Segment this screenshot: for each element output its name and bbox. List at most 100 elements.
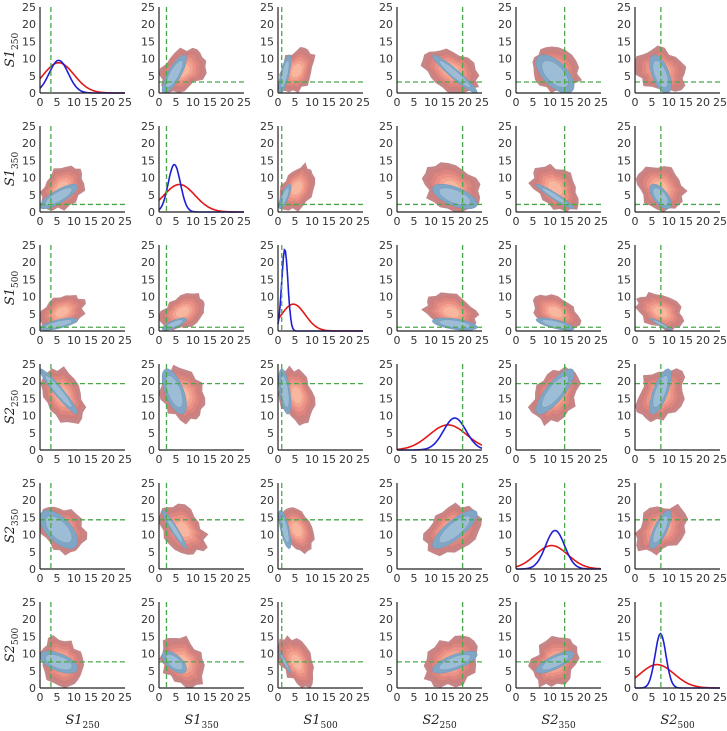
x-tick-label: 10	[305, 691, 319, 704]
y-tick-label: 20	[617, 256, 631, 269]
axis-label-S1_350: S1350	[184, 713, 219, 731]
y-tick-label: 0	[505, 87, 512, 100]
x-tick-label: 0	[394, 215, 401, 228]
x-tick-label: 0	[156, 691, 163, 704]
blue-ellipse-1	[165, 319, 184, 329]
x-tick-label: 0	[156, 215, 163, 228]
y-tick-label: 20	[498, 613, 512, 626]
x-tick-label: 10	[186, 453, 200, 466]
x-tick-label: 10	[305, 453, 319, 466]
x-tick-label: 25	[475, 572, 489, 585]
y-tick-label: 5	[624, 427, 631, 440]
y-tick-label: 0	[386, 325, 393, 338]
y-tick-label: 25	[617, 596, 631, 609]
x-tick-label: 10	[543, 334, 557, 347]
x-tick-label: 25	[713, 453, 727, 466]
x-tick-label: 20	[101, 334, 115, 347]
x-tick-label: 25	[475, 96, 489, 109]
x-tick-label: 15	[84, 215, 98, 228]
x-tick-label: 10	[67, 572, 81, 585]
axis-label-S2_250: S2250	[3, 390, 21, 425]
x-tick-label: 0	[394, 96, 401, 109]
y-tick-label: 25	[260, 477, 274, 490]
x-tick-label: 15	[203, 334, 217, 347]
x-tick-label: 10	[67, 334, 81, 347]
y-tick-label: 0	[267, 563, 274, 576]
x-tick-label: 0	[394, 334, 401, 347]
y-tick-label: 10	[22, 53, 36, 66]
x-tick-label: 25	[594, 96, 608, 109]
y-tick-label: 20	[498, 375, 512, 388]
y-tick-label: 15	[498, 154, 512, 167]
y-tick-label: 25	[260, 120, 274, 133]
y-tick-label: 10	[617, 53, 631, 66]
y-tick-label: 5	[624, 546, 631, 559]
x-tick-label: 0	[37, 453, 44, 466]
y-tick-label: 25	[617, 239, 631, 252]
x-tick-label: 5	[649, 215, 656, 228]
y-tick-label: 15	[260, 392, 274, 405]
y-tick-label: 20	[379, 375, 393, 388]
y-tick-label: 5	[624, 308, 631, 321]
red-contour-5	[442, 306, 460, 318]
blue-ellipse-1	[541, 375, 569, 408]
y-tick-label: 15	[498, 511, 512, 524]
y-tick-label: 20	[379, 494, 393, 507]
y-tick-label: 10	[379, 172, 393, 185]
y-tick-label: 10	[141, 410, 155, 423]
y-tick-label: 15	[141, 154, 155, 167]
x-tick-label: 20	[339, 334, 353, 347]
x-tick-label: 5	[530, 334, 537, 347]
y-tick-label: 15	[617, 392, 631, 405]
y-tick-label: 10	[141, 53, 155, 66]
y-tick-label: 20	[260, 375, 274, 388]
x-tick-label: 10	[186, 215, 200, 228]
y-tick-label: 15	[22, 154, 36, 167]
x-tick-label: 5	[649, 691, 656, 704]
y-tick-label: 0	[386, 563, 393, 576]
x-tick-label: 25	[594, 691, 608, 704]
x-tick-label: 0	[632, 215, 639, 228]
x-tick-label: 25	[475, 215, 489, 228]
x-tick-label: 15	[560, 334, 574, 347]
y-tick-label: 10	[22, 648, 36, 661]
x-tick-label: 15	[322, 96, 336, 109]
x-tick-label: 15	[441, 691, 455, 704]
x-tick-label: 5	[649, 96, 656, 109]
x-tick-label: 5	[411, 453, 418, 466]
axis-label-S1_250: S1250	[65, 713, 100, 731]
y-tick-label: 10	[498, 172, 512, 185]
x-tick-label: 10	[186, 572, 200, 585]
y-tick-label: 15	[260, 273, 274, 286]
y-tick-label: 5	[505, 308, 512, 321]
y-tick-label: 15	[617, 630, 631, 643]
y-tick-label: 0	[29, 563, 36, 576]
y-tick-label: 15	[379, 511, 393, 524]
y-tick-label: 20	[22, 494, 36, 507]
x-tick-label: 25	[118, 334, 132, 347]
y-tick-label: 5	[148, 189, 155, 202]
x-tick-label: 10	[424, 453, 438, 466]
x-tick-label: 15	[560, 572, 574, 585]
y-tick-label: 25	[379, 358, 393, 371]
x-tick-label: 0	[513, 334, 520, 347]
y-tick-label: 25	[260, 239, 274, 252]
x-tick-label: 20	[696, 96, 710, 109]
x-tick-label: 25	[237, 691, 251, 704]
y-tick-label: 25	[260, 596, 274, 609]
x-tick-label: 10	[67, 691, 81, 704]
axis-label-S2_250: S2250	[422, 713, 457, 731]
x-tick-label: 10	[662, 691, 676, 704]
y-tick-label: 10	[22, 410, 36, 423]
